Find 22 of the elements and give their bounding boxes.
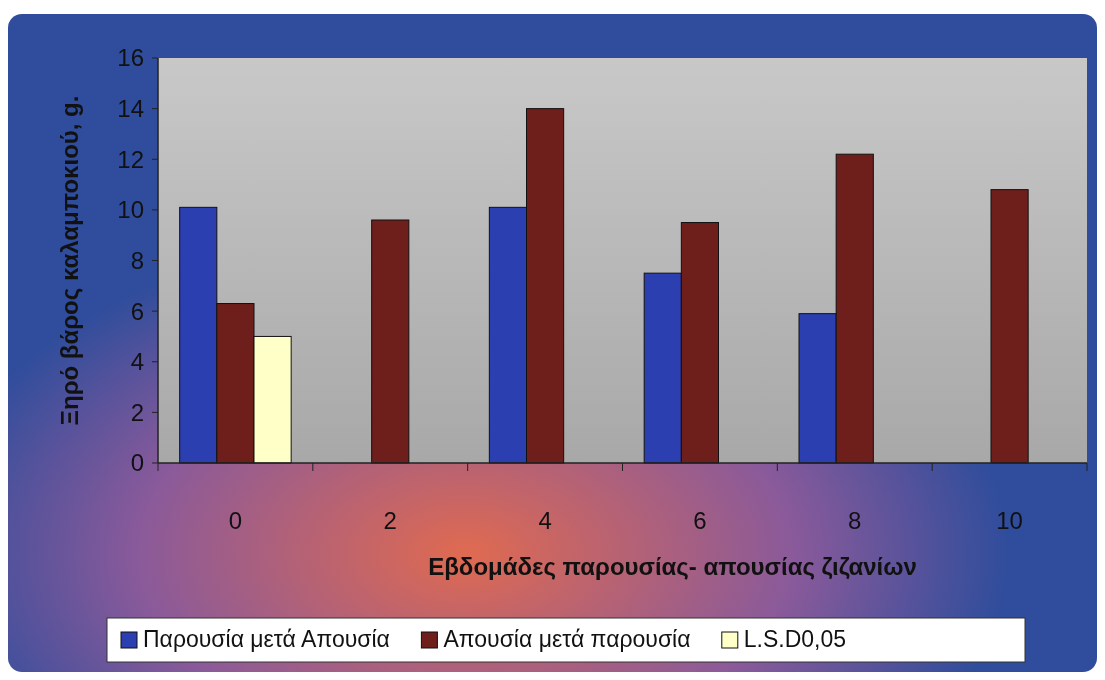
- y-tick-label: 16: [117, 44, 144, 72]
- y-tick-label: 14: [117, 95, 144, 123]
- x-tick-label: 8: [848, 507, 862, 534]
- legend-label: L.S.D0,05: [743, 626, 847, 652]
- y-tick-label: 0: [130, 449, 144, 477]
- y-tick-label: 6: [130, 297, 144, 325]
- x-tick-label: 6: [693, 507, 707, 534]
- x-tick-label: 0: [228, 507, 243, 534]
- x-axis-title: Εβδομάδες παρουσίας- απουσίας ζιζανίων: [428, 553, 917, 580]
- x-tick-label: 10: [996, 507, 1023, 534]
- bar: [371, 219, 410, 464]
- y-tick-label: 2: [130, 398, 144, 426]
- legend-label: Παρουσία μετά Απουσία: [143, 626, 390, 652]
- y-tick-label: 12: [117, 145, 144, 173]
- y-tick-label: 10: [117, 196, 144, 224]
- x-tick-label: 2: [383, 507, 397, 534]
- y-tick-label: 4: [130, 348, 144, 376]
- legend-label: Απουσία μετά παρουσία: [443, 626, 691, 652]
- bar: [990, 189, 1029, 464]
- y-tick-label: 8: [130, 246, 144, 274]
- y-axis-title: Ξηρό βάρος καλαμποκιού, g.: [56, 95, 83, 426]
- x-tick-label: 4: [538, 507, 552, 534]
